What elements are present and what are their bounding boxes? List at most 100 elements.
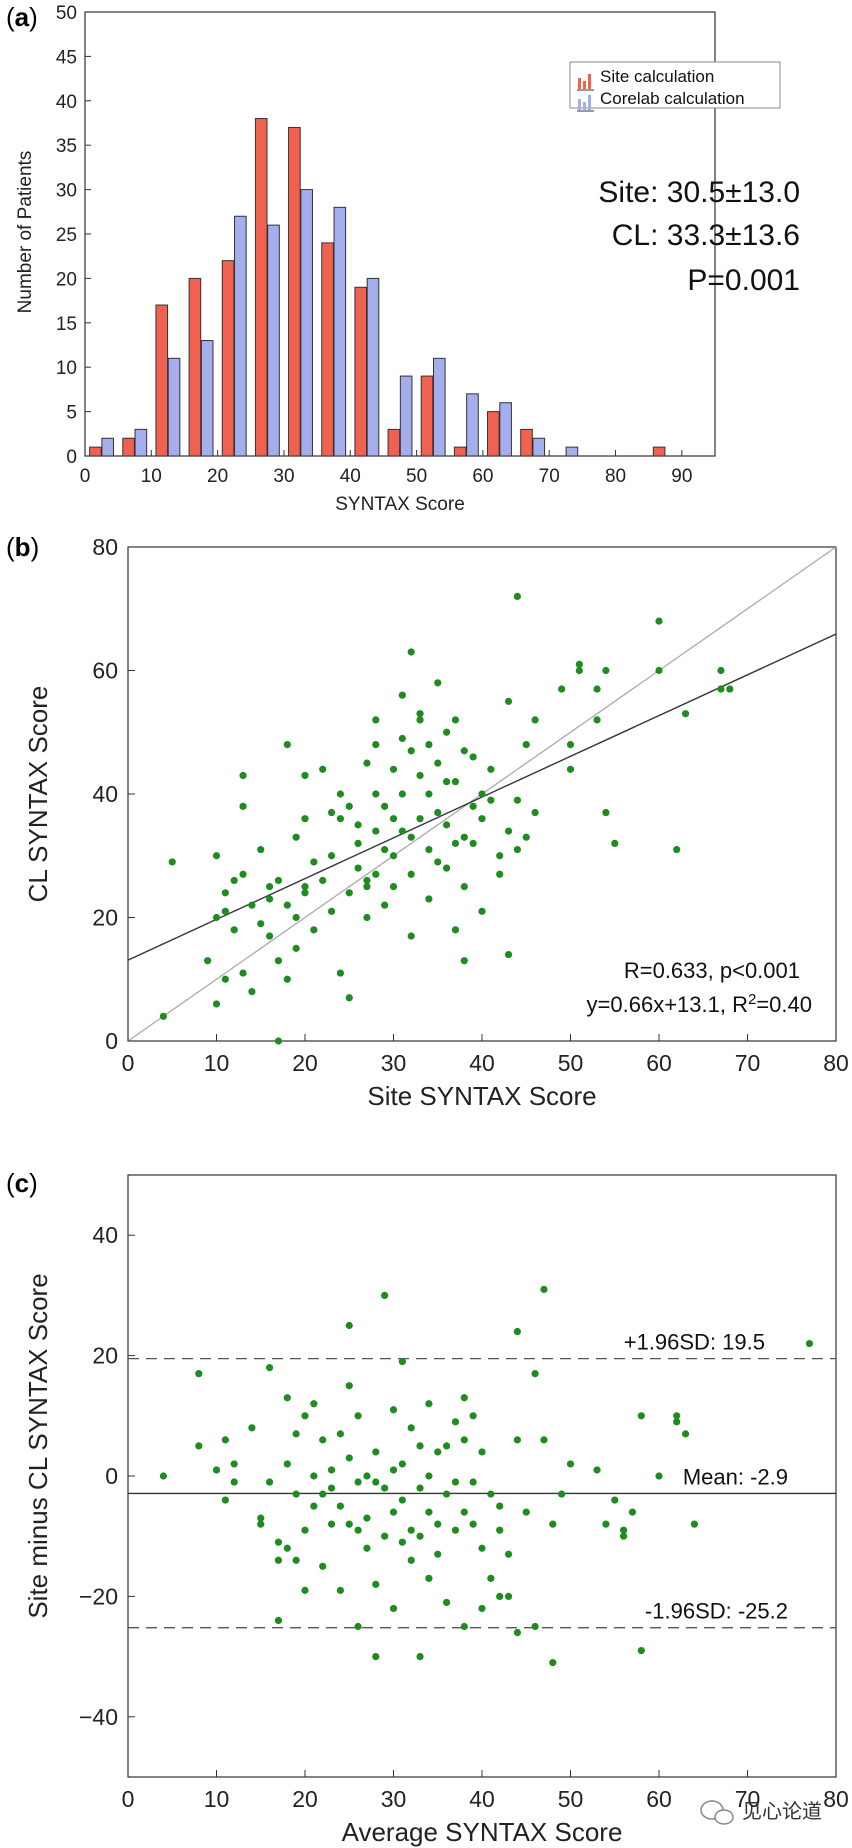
wechat-icon <box>700 1800 734 1825</box>
scatter-point <box>354 821 362 829</box>
panel-c-points <box>159 1285 814 1667</box>
mean-label: Mean: -2.9 <box>683 1464 788 1489</box>
y-tick-label: 60 <box>92 658 118 684</box>
scatter-point <box>301 889 309 897</box>
scatter-point <box>496 870 504 878</box>
scatter-point <box>301 1526 309 1534</box>
scatter-point <box>717 685 725 693</box>
scatter-point <box>248 1424 256 1432</box>
bar-corelab <box>432 357 446 457</box>
x-tick-label: 10 <box>204 1786 230 1812</box>
scatter-point <box>434 1448 442 1456</box>
scatter-point <box>478 790 486 798</box>
scatter-point <box>460 883 468 891</box>
scatter-point <box>681 710 690 718</box>
bar-corelab <box>300 189 313 457</box>
scatter-point <box>504 1550 513 1558</box>
panel-b-label: (b) <box>6 532 39 562</box>
scatter-point <box>460 1622 468 1631</box>
scatter-point <box>381 845 389 854</box>
panel-c-ylabel: Site minus CL SYNTAX Score <box>23 1273 53 1618</box>
y-tick-label: 45 <box>56 47 77 68</box>
scatter-point <box>602 808 610 817</box>
bar-site <box>652 446 666 457</box>
scatter-point <box>425 1400 433 1408</box>
scatter-point <box>531 716 539 724</box>
scatter-point <box>319 1490 327 1498</box>
legend-corelab-swatch-icon <box>577 95 594 112</box>
scatter-point <box>159 1472 167 1480</box>
scatter-point <box>221 907 229 915</box>
scatter-point <box>327 907 336 915</box>
x-tick-label: 40 <box>469 1786 495 1812</box>
scatter-point <box>221 1496 229 1504</box>
scatter-point <box>549 1659 557 1667</box>
scatter-point <box>248 988 256 996</box>
scatter-point <box>398 1538 406 1546</box>
scatter-point <box>274 1037 283 1045</box>
scatter-point <box>611 1496 619 1504</box>
scatter-point <box>469 839 477 848</box>
scatter-point <box>319 765 327 773</box>
scatter-point <box>531 1622 539 1631</box>
scatter-point <box>283 975 291 983</box>
scatter-point <box>283 741 291 749</box>
scatter-point <box>221 889 229 897</box>
x-tick-label: 10 <box>141 466 162 487</box>
scatter-point <box>363 883 371 891</box>
y-tick-label: 80 <box>92 534 118 560</box>
scatter-point <box>451 716 460 724</box>
bar-corelab <box>366 277 380 457</box>
panel-b-scatter: (b) 0 10 20 30 40 50 60 70 80 0 20 40 60 80 Site SYN… <box>6 532 849 1111</box>
scatter-point <box>540 1285 548 1293</box>
y-tick-label: 20 <box>92 905 118 931</box>
scatter-point <box>398 1496 406 1504</box>
scatter-point <box>239 870 247 878</box>
scatter-point <box>363 913 371 922</box>
scatter-point <box>372 1478 380 1486</box>
annotation-r: R=0.633, p<0.001 <box>624 958 800 983</box>
scatter-point <box>478 907 486 915</box>
scatter-point <box>239 802 247 810</box>
scatter-point <box>354 1412 362 1420</box>
scatter-point <box>434 1550 442 1558</box>
legend-site-label: Site calculation <box>600 67 714 86</box>
bar-corelab <box>267 224 280 457</box>
scatter-point <box>593 685 601 693</box>
scatter-point <box>345 1520 353 1528</box>
scatter-point <box>336 790 344 798</box>
scatter-point <box>266 1478 274 1486</box>
scatter-point <box>416 1532 424 1540</box>
watermark: 见心论道 <box>700 1800 822 1825</box>
panel-a-x-ticks: 0 10 20 30 40 50 60 70 80 90 <box>80 450 692 487</box>
scatter-point <box>389 1604 398 1613</box>
scatter-point <box>460 833 468 841</box>
scatter-point <box>195 1370 203 1378</box>
y-tick-label: 25 <box>56 225 77 246</box>
x-tick-label: 40 <box>469 1050 495 1076</box>
x-tick-label: 20 <box>292 1786 318 1812</box>
scatter-point <box>425 790 433 798</box>
scatter-point <box>496 1502 504 1510</box>
scatter-point <box>478 1544 486 1552</box>
scatter-point <box>319 876 327 885</box>
scatter-point <box>274 1556 283 1564</box>
scatter-point <box>327 1466 336 1474</box>
x-tick-label: 0 <box>122 1050 135 1076</box>
scatter-point <box>301 771 309 780</box>
scatter-point <box>257 1520 265 1528</box>
bar-site <box>188 277 202 457</box>
scatter-point <box>602 666 610 675</box>
scatter-point <box>460 1508 468 1516</box>
scatter-point <box>310 926 318 934</box>
scatter-point <box>354 839 362 848</box>
scatter-point <box>159 1012 167 1020</box>
scatter-point <box>416 771 424 780</box>
scatter-point <box>292 1490 300 1498</box>
x-tick-label: 0 <box>80 466 91 487</box>
scatter-point <box>504 697 513 705</box>
scatter-point <box>363 1514 371 1522</box>
scatter-point <box>310 1502 318 1510</box>
scatter-point <box>212 913 221 922</box>
scatter-point <box>425 1472 433 1480</box>
